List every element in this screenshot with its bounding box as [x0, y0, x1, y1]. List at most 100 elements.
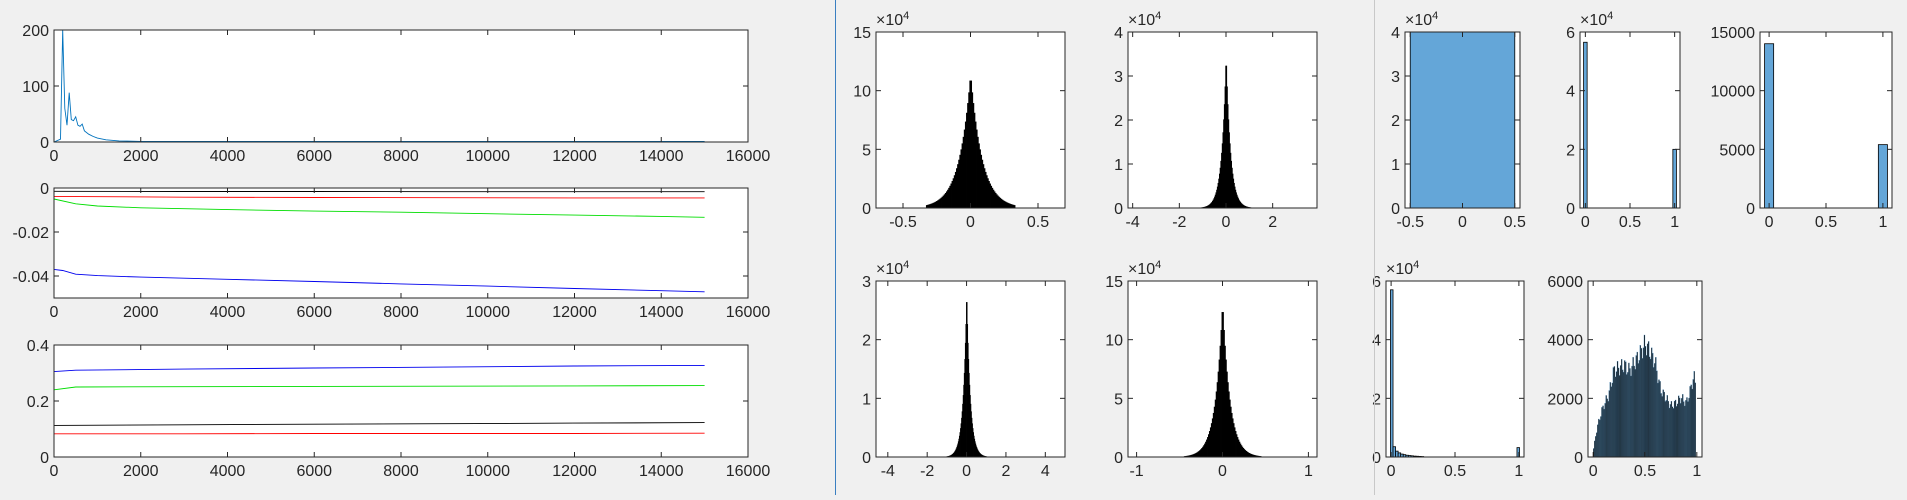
hist-bar-62 [1657, 383, 1658, 457]
x-tick-label: 0 [1458, 214, 1467, 231]
hist-bar-49 [1644, 335, 1645, 457]
plot-area [1580, 32, 1680, 208]
hist-bar-16 [1610, 382, 1611, 457]
y-tick-label: 5 [862, 142, 871, 159]
y-tick-label: 1 [1114, 157, 1123, 174]
y-exponent-power: 4 [1432, 10, 1438, 22]
hist-bar-59 [1654, 363, 1655, 457]
y-tick-label: 0 [1574, 450, 1583, 467]
hist-bar-30 [1624, 360, 1625, 457]
hist-bar-0 [1765, 44, 1774, 208]
plot-area [54, 30, 748, 142]
y-exponent-label: ×104 [1386, 259, 1419, 278]
x-tick-label: 12000 [552, 304, 597, 321]
hist-bar-57 [1652, 353, 1653, 457]
hist-bar-44 [1639, 360, 1640, 457]
y-tick-label: 15 [853, 25, 871, 42]
hist-bar-93 [1690, 386, 1691, 457]
y-tick-label: 10000 [1711, 84, 1756, 101]
hist-bar-7 [1600, 416, 1601, 457]
hist-bar-14 [1608, 401, 1609, 457]
hist-bar-32 [1626, 374, 1627, 457]
hist-bar-58 [1653, 367, 1654, 457]
x-tick-label: 0 [50, 463, 59, 480]
x-tick-label: 0 [1222, 214, 1231, 231]
hist-bar-1 [1673, 149, 1677, 208]
hist-bar-79 [1675, 400, 1676, 457]
hist-bar-29 [1623, 372, 1624, 457]
x-tick-label: 2000 [123, 304, 159, 321]
y-exponent-power: 4 [1413, 259, 1419, 271]
y-tick-label: 2 [1566, 142, 1575, 159]
hist-bar-87 [1683, 402, 1684, 457]
y-exponent-label: ×104 [1128, 10, 1161, 29]
hist-bar-54 [1649, 357, 1650, 457]
hist-bar-67 [1663, 390, 1664, 457]
hist-bar-2 [1595, 436, 1596, 457]
hist-bar-65 [1661, 393, 1662, 457]
hist-bar-81 [1677, 404, 1678, 457]
y-tick-label: 4 [1566, 84, 1575, 101]
hist-bar-4 [1597, 425, 1598, 457]
x-tick-label: 12000 [552, 463, 597, 480]
x-tick-label: 1 [1692, 463, 1701, 480]
hist-bar-8 [1601, 407, 1602, 457]
x-tick-label: 0 [1581, 214, 1590, 231]
plot-area [1760, 32, 1892, 208]
hist-bar-36 [1630, 376, 1631, 457]
y-tick-label: 3 [1114, 69, 1123, 86]
hist-bar-75 [1671, 401, 1672, 457]
y-tick-label: 2000 [1547, 391, 1583, 408]
y-exponent-power: 4 [903, 10, 909, 22]
hist-bar-27 [1621, 359, 1622, 457]
panel-divider-right [1374, 0, 1375, 495]
x-tick-label: 14000 [639, 463, 684, 480]
hist-bar-52 [1647, 344, 1648, 457]
x-tick-label: 0.5 [1444, 463, 1466, 480]
hist-bar-71 [1667, 395, 1668, 457]
y-tick-label: 100 [22, 79, 49, 96]
hist-bar-41 [1636, 355, 1637, 457]
hist-bar-3 [1596, 433, 1597, 457]
hist-bar-60 [1655, 357, 1656, 457]
hist-bar-19 [1613, 367, 1614, 457]
hist-bar-34 [1628, 363, 1629, 457]
hist-bar-63 [1658, 380, 1659, 457]
hist-bar-45 [1640, 345, 1641, 457]
x-tick-label: 6000 [296, 304, 332, 321]
y-tick-label: 0 [1114, 450, 1123, 467]
x-tick-label: 0 [50, 304, 59, 321]
x-tick-label: 2000 [123, 148, 159, 165]
x-tick-label: -2 [920, 463, 934, 480]
hist-bar-89 [1685, 400, 1686, 457]
y-tick-label: -0.02 [13, 225, 50, 242]
hist-bar-21 [1615, 377, 1616, 457]
hist-bar-90 [1686, 397, 1687, 457]
hist-bar-10 [1604, 409, 1605, 457]
x-tick-label: 2 [1268, 214, 1277, 231]
x-tick-label: 8000 [383, 304, 419, 321]
hist-bar-0 [1390, 290, 1393, 457]
hist-bar-55 [1650, 359, 1651, 457]
x-tick-label: 12000 [552, 148, 597, 165]
x-tick-label: 2 [1001, 463, 1010, 480]
x-tick-label: -1 [1129, 463, 1143, 480]
hist-bar-9 [1603, 406, 1604, 457]
hist-bar-18 [1612, 383, 1613, 457]
y-tick-label: 0 [862, 450, 871, 467]
hist-bar-50 [1645, 346, 1646, 457]
y-tick-label: 0 [40, 450, 49, 467]
x-tick-label: 0 [1589, 463, 1598, 480]
x-tick-label: 10000 [466, 463, 511, 480]
x-tick-label: 16000 [726, 463, 771, 480]
x-tick-label: 16000 [726, 148, 771, 165]
hist-bar-43 [1638, 363, 1639, 457]
y-tick-label: 4 [1391, 25, 1400, 42]
hist-bar-78 [1674, 401, 1675, 457]
